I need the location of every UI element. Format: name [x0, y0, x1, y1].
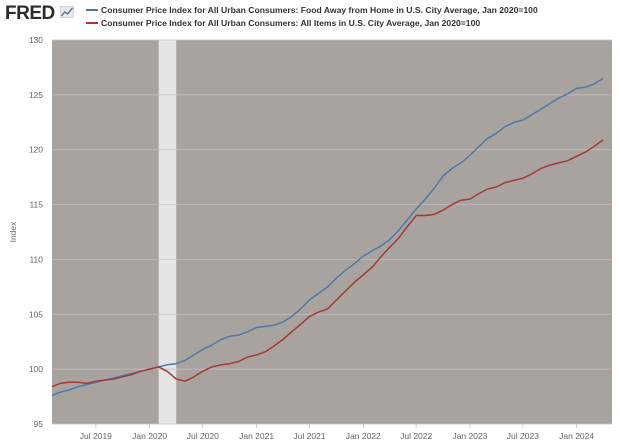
x-tick-label: Jan 2024	[559, 431, 594, 441]
x-tick-label: Jul 2021	[293, 431, 325, 441]
x-tick-label: Jul 2023	[507, 431, 539, 441]
series-lines	[51, 77, 604, 397]
x-tick-label: Jul 2019	[80, 431, 112, 441]
chart-header: FRED Consumer Price Index for All Urban …	[0, 0, 620, 38]
y-axis-ticks: 95 100 105 110 115 120 125 130	[29, 35, 43, 429]
x-tick-label: Jan 2021	[239, 431, 274, 441]
legend-swatch-food-away-from-home	[86, 8, 98, 11]
legend-label-all-items: Consumer Price Index for All Urban Consu…	[101, 18, 481, 28]
y-tick-label: 105	[29, 309, 43, 319]
y-tick-label: 95	[34, 419, 44, 429]
y-tick-label: 110	[29, 254, 43, 264]
plot-area	[52, 40, 612, 424]
y-tick-label: 100	[29, 364, 43, 374]
x-tick-label: Jul 2022	[400, 431, 432, 441]
legend-swatch-all-items	[86, 21, 98, 24]
x-tick-label: Jan 2020	[132, 431, 167, 441]
recession-shading	[158, 40, 177, 424]
y-tick-label: 115	[29, 200, 43, 210]
fred-logo: FRED	[5, 3, 55, 24]
legend-entry-food-away-from-home: Consumer Price Index for All Urban Consu…	[86, 5, 538, 17]
x-tick-label: Jan 2022	[346, 431, 381, 441]
y-tick-label: 125	[29, 90, 43, 100]
y-axis-label: Index	[8, 221, 18, 243]
y-tick-label: 130	[29, 35, 43, 45]
legend-entry-all-items: Consumer Price Index for All Urban Consu…	[86, 18, 480, 30]
x-tick-label: Jul 2020	[187, 431, 219, 441]
gridlines	[52, 39, 612, 425]
fred-graph-icon	[60, 6, 74, 18]
series-line-all-items	[51, 139, 604, 388]
x-tick-label: Jan 2023	[452, 431, 487, 441]
legend-label-food-away-from-home: Consumer Price Index for All Urban Consu…	[101, 5, 538, 15]
y-tick-label: 120	[29, 145, 43, 155]
x-axis-ticks: Jul 2019 Jan 2020 Jul 2020 Jan 2021 Jul 2021…	[80, 424, 594, 441]
